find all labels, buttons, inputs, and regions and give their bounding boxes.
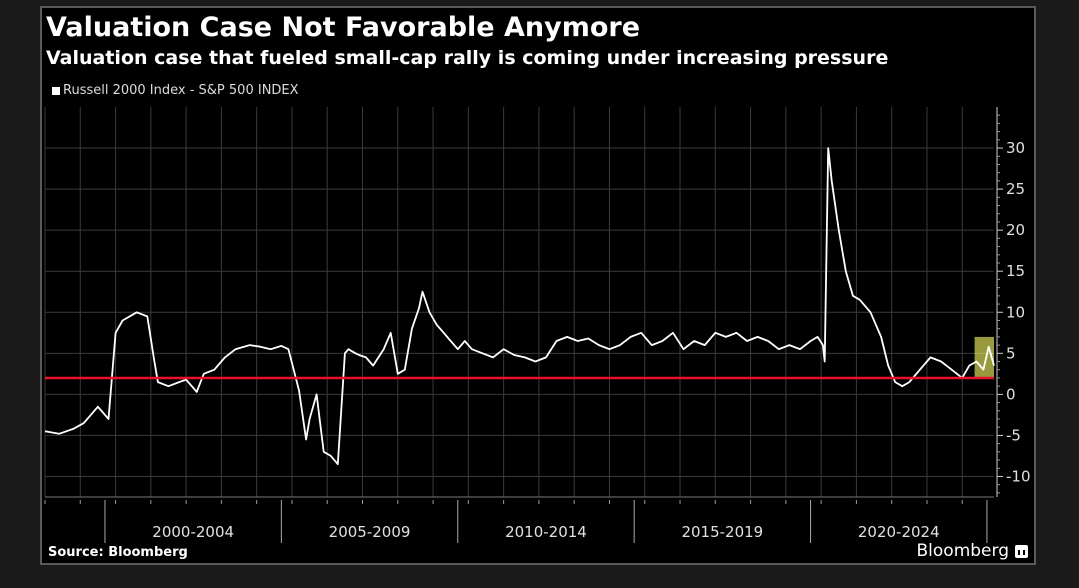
y-tick-label: 5	[1006, 344, 1016, 362]
chart-title: Valuation Case Not Favorable Anymore	[46, 12, 641, 43]
series-line	[44, 147, 995, 466]
x-tick-label: 2005-2009	[329, 523, 411, 541]
brand-logo: Bloomberg	[917, 541, 1028, 561]
y-tick-label: 25	[1006, 180, 1025, 198]
line-chart: 2000-2004 2005-2009 2010-2014 2015-2019 2020…	[44, 107, 1031, 543]
y-tick-label: 30	[1006, 139, 1025, 157]
y-tick-label: 20	[1006, 221, 1025, 239]
y-tick-label: 10	[1006, 303, 1025, 321]
legend-swatch	[52, 87, 60, 95]
x-tick-label: 2000-2004	[152, 523, 234, 541]
legend-label: Russell 2000 Index - S&P 500 INDEX	[63, 83, 299, 98]
y-tick-label: 15	[1006, 262, 1025, 280]
chart-icon	[1015, 544, 1028, 558]
y-tick-label: 0	[1006, 385, 1016, 403]
chart-subtitle: Valuation case that fueled small-cap ral…	[46, 47, 889, 69]
x-tick-label: 2015-2019	[681, 523, 763, 541]
x-tick-label: 2010-2014	[505, 523, 587, 541]
chart-panel: 2000-2004 2005-2009 2010-2014 2015-2019 2020…	[40, 6, 1036, 565]
legend: Russell 2000 Index - S&P 500 INDEX	[52, 83, 299, 99]
y-tick-label: -10	[1006, 467, 1031, 485]
y-tick-label: -5	[1006, 426, 1021, 444]
x-tick-label: 2020-2024	[858, 523, 940, 541]
brand-name: Bloomberg	[916, 541, 1009, 561]
source-note: Source: Bloomberg	[48, 545, 188, 560]
